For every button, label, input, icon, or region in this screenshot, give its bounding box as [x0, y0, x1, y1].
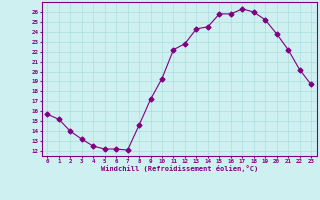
X-axis label: Windchill (Refroidissement éolien,°C): Windchill (Refroidissement éolien,°C) — [100, 165, 258, 172]
